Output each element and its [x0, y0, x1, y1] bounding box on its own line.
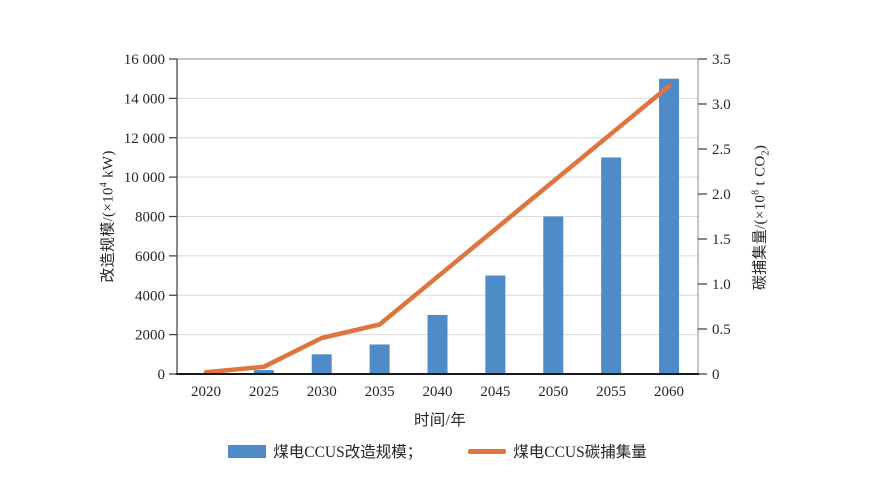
bar	[369, 344, 390, 374]
left-axis-title-sup: 4	[98, 181, 110, 188]
line-series-swatch	[468, 448, 507, 454]
left-axis-title-unit: kW)	[100, 150, 117, 182]
right-axis-ticks	[698, 58, 707, 375]
line-series-label: 煤电CCUS碳捕集量	[513, 444, 647, 461]
right-tick-label: 0	[712, 367, 720, 383]
left-axis-ticks	[169, 58, 177, 375]
left-tick-label: 4000	[135, 288, 165, 304]
x-tick-label: 2020	[191, 384, 221, 400]
left-tick-label: 2000	[135, 328, 165, 344]
left-tick-label: 16 000	[124, 52, 165, 68]
x-tick-label: 2055	[596, 384, 626, 400]
bar	[601, 157, 622, 374]
right-axis-title-sup: 8	[750, 189, 762, 195]
legend-item-line-series: 煤电CCUS碳捕集量	[468, 440, 647, 462]
legend-item-bar-series: 煤电CCUS改造规模；	[228, 440, 422, 462]
bar	[427, 314, 448, 374]
bar	[253, 370, 274, 374]
right-axis-title-close: )	[752, 144, 769, 151]
bar-series-label: 煤电CCUS改造规模；	[273, 444, 423, 461]
legend: 煤电CCUS改造规模； 煤电CCUS碳捕集量	[177, 440, 698, 462]
left-tick-label: 12 000	[124, 131, 165, 147]
right-tick-label: 2.0	[712, 187, 731, 203]
bar-series-swatch	[228, 444, 267, 458]
bar	[659, 78, 680, 374]
x-axis-title: 时间/年	[413, 412, 466, 429]
left-tick-label: 14 000	[124, 91, 165, 107]
right-tick-label: 1.0	[712, 277, 731, 293]
gridlines	[177, 58, 698, 336]
right-axis-title-sub: 2	[760, 150, 772, 156]
left-tick-label: 6000	[135, 249, 165, 265]
x-tick-label: 2035	[365, 384, 395, 400]
right-axis-title-text: 碳捕集量/(×10	[752, 194, 769, 291]
left-tick-label: 10 000	[124, 170, 165, 186]
x-tick-label: 2025	[249, 384, 279, 400]
bar	[311, 354, 332, 374]
right-axis-title: 碳捕集量/(×108 t CO2)	[749, 58, 772, 378]
bar	[543, 216, 564, 374]
left-tick-label: 0	[158, 367, 166, 383]
bar	[485, 275, 506, 374]
right-tick-label: 0.5	[712, 322, 731, 338]
right-tick-label: 2.5	[712, 142, 731, 158]
x-tick-label: 2050	[538, 384, 568, 400]
capture-line	[203, 83, 672, 375]
left-tick-label: 8000	[135, 210, 165, 226]
left-axis-title: 改造规模/(×104 kW)	[97, 57, 118, 377]
right-axis-title-unit: t CO	[752, 155, 769, 190]
right-tick-label: 1.5	[712, 232, 731, 248]
x-tick-label: 2030	[307, 384, 337, 400]
x-tick-label: 2040	[423, 384, 453, 400]
right-tick-label: 3.5	[712, 52, 731, 68]
x-tick-label: 2060	[654, 384, 684, 400]
left-axis-title-text: 改造规模/(×10	[100, 187, 117, 283]
right-tick-label: 3.0	[712, 97, 731, 113]
bar-series	[253, 78, 680, 374]
x-tick-label: 2045	[480, 384, 510, 400]
